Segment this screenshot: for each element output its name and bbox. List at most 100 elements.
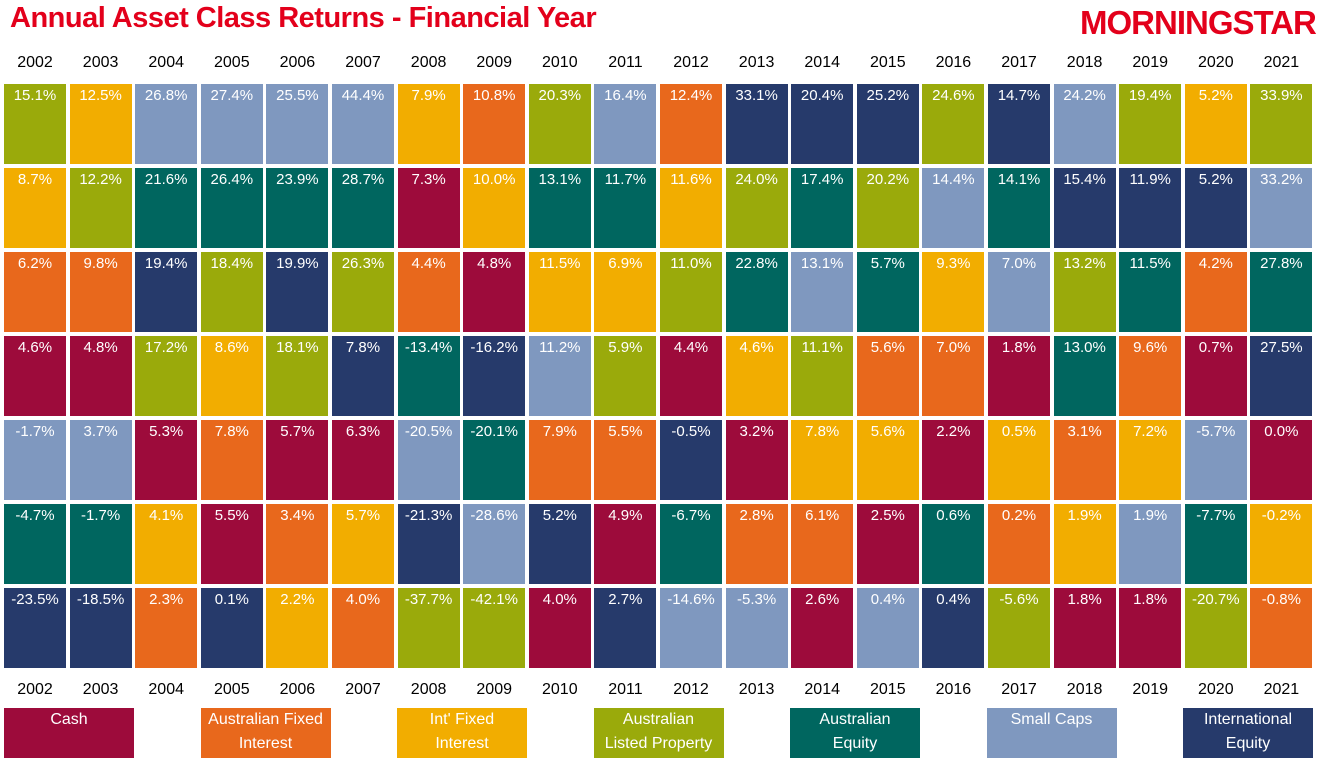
value-label: -20.5% <box>404 423 453 440</box>
year-label: 2013 <box>738 681 775 698</box>
value-label: 16.4% <box>604 87 647 104</box>
year-label: 2021 <box>1263 681 1300 698</box>
cell: 1.8% <box>988 336 1050 416</box>
value-label: 28.7% <box>341 171 385 188</box>
value-label: -0.2% <box>1261 507 1301 524</box>
cell: 8.7% <box>4 168 66 248</box>
cell: 3.2% <box>725 420 788 500</box>
value-label: 4.4% <box>673 339 709 356</box>
cell: 7.0% <box>922 336 985 416</box>
cell: 7.8% <box>332 336 394 416</box>
cell: 14.7% <box>988 84 1050 164</box>
cell: 4.2% <box>1184 252 1247 332</box>
year-label: 2003 <box>82 54 119 71</box>
value-label: 2.7% <box>608 591 643 608</box>
year-label: 2009 <box>476 54 512 71</box>
cell: 33.1% <box>725 84 788 164</box>
cell: 26.4% <box>200 168 263 248</box>
value-label: 7.8% <box>214 423 249 440</box>
value-label: 12.4% <box>669 87 713 104</box>
cell: 1.9% <box>1119 504 1182 584</box>
value-label: 2.2% <box>936 423 971 440</box>
year-label: 2016 <box>935 681 972 698</box>
value-label: 0.4% <box>870 591 905 608</box>
cell: 24.0% <box>725 168 788 248</box>
value-label: 7.0% <box>1001 255 1037 272</box>
value-label: 11.5% <box>1129 255 1171 272</box>
year-label: 2008 <box>410 54 447 71</box>
year-label: 2019 <box>1132 54 1168 71</box>
value-label: 5.2% <box>1198 87 1233 104</box>
value-label: -1.7% <box>15 423 55 440</box>
value-label: 13.2% <box>1063 255 1106 272</box>
cell: 7.2% <box>1119 420 1182 500</box>
cell: 13.0% <box>1053 336 1116 416</box>
year-label: 2012 <box>673 681 709 698</box>
value-label: 2.6% <box>805 591 840 608</box>
value-label: 19.9% <box>276 255 319 272</box>
cell: -6.7% <box>660 504 722 584</box>
year-label: 2005 <box>214 54 250 71</box>
cell: 18.1% <box>266 336 329 416</box>
year-label: 2015 <box>870 54 906 71</box>
cell: 0.6% <box>922 504 985 584</box>
year-label: 2003 <box>82 681 119 698</box>
value-label: 5.7% <box>280 423 315 440</box>
cell: 20.4% <box>791 84 854 164</box>
cell: -18.5% <box>69 588 132 668</box>
year-label: 2007 <box>345 681 381 698</box>
cell: -16.2% <box>463 336 526 416</box>
value-label: 11.1% <box>801 339 843 356</box>
year-label: 2010 <box>542 681 578 698</box>
cell: 33.9% <box>1250 84 1313 164</box>
year-label: 2004 <box>148 54 184 71</box>
cell: 44.4% <box>332 84 394 164</box>
legend-entry: Australian Listed Property <box>593 708 724 758</box>
cell: 0.4% <box>856 588 919 668</box>
cell: 5.6% <box>856 420 919 500</box>
year-label: 2010 <box>542 54 578 71</box>
cell: 1.8% <box>1119 588 1182 668</box>
cell: 24.6% <box>922 84 985 164</box>
cell: -1.7% <box>4 420 66 500</box>
value-label: 18.1% <box>276 339 319 356</box>
value-label: 3.7% <box>83 423 118 440</box>
cell: 4.4% <box>660 336 722 416</box>
cell: 11.7% <box>594 168 657 248</box>
cell: 26.8% <box>135 84 198 164</box>
cell: 12.5% <box>69 84 132 164</box>
cell: 2.2% <box>922 420 985 500</box>
cell: 7.8% <box>200 420 263 500</box>
value-label: 20.4% <box>800 87 844 104</box>
value-label: 2.3% <box>149 591 184 608</box>
value-label: 1.8% <box>1133 591 1168 608</box>
cell: 11.5% <box>528 252 591 332</box>
cell: 15.4% <box>1053 168 1116 248</box>
value-label: 14.1% <box>997 171 1041 188</box>
year-label: 2018 <box>1066 681 1103 698</box>
cell: -21.3% <box>397 504 460 584</box>
cell: 7.9% <box>397 84 460 164</box>
cell: 4.0% <box>528 588 591 668</box>
value-label: 3.4% <box>280 507 315 524</box>
value-label: -28.6% <box>470 507 518 524</box>
value-label: -5.7% <box>1196 423 1236 440</box>
cell: -5.3% <box>725 588 788 668</box>
value-label: -6.7% <box>671 507 711 524</box>
cell: 11.1% <box>791 336 854 416</box>
value-label: 1.8% <box>1001 339 1037 356</box>
value-label: 4.0% <box>345 591 381 608</box>
cell: 9.3% <box>922 252 985 332</box>
cell: -4.7% <box>4 504 66 584</box>
value-label: 2.8% <box>739 507 774 524</box>
cell: 5.2% <box>1184 168 1247 248</box>
cell: 5.7% <box>856 252 919 332</box>
cell: 2.3% <box>135 588 198 668</box>
cell: 14.4% <box>922 168 985 248</box>
cell: 19.9% <box>266 252 329 332</box>
cell: 0.2% <box>988 504 1050 584</box>
value-label: 5.7% <box>345 507 381 524</box>
cell: 12.4% <box>660 84 722 164</box>
cell: 20.3% <box>528 84 591 164</box>
cell: 4.0% <box>332 588 394 668</box>
